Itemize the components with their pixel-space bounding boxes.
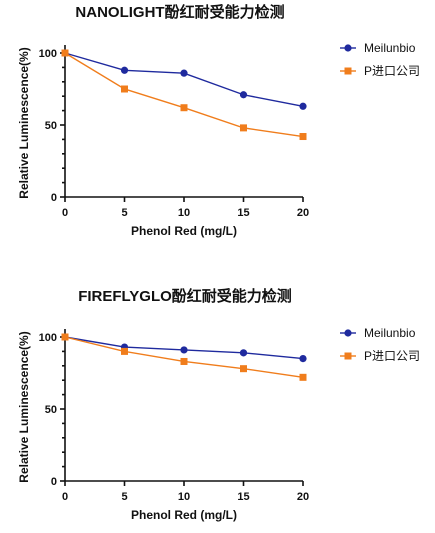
data-point [299,133,307,141]
legend-marker [344,44,352,52]
x-tick-label: 5 [121,491,127,503]
data-point [180,357,188,365]
series-line-1 [64,52,304,107]
chart-title: FIREFLYGLO酚红耐受能力检测 [78,287,292,305]
data-point [299,373,307,381]
data-point [180,346,188,354]
y-tick-label: 100 [39,332,57,344]
data-point [61,333,69,341]
y-axis-label: Relative Luminescence(%) [17,331,31,482]
x-tick-label: 20 [297,207,309,219]
x-tick-label: 15 [237,491,249,503]
chart-title: NANOLIGHT酚红耐受能力检测 [75,3,284,21]
data-point [180,69,188,77]
data-point [299,355,307,363]
series-line-2 [64,52,304,138]
data-point [121,85,128,93]
legend-marker [344,352,352,360]
data-point [120,66,129,74]
data-point [180,104,188,112]
legend-label: P进口公司 [364,349,420,363]
data-point [121,347,128,355]
data-point [61,49,69,57]
y-tick-label: 0 [51,192,57,204]
y-axis-label: Relative Luminescence(%) [17,47,31,198]
legend-marker [344,67,352,75]
x-tick-label: 15 [237,207,249,219]
legend-label: Meilunbio [364,41,416,55]
y-tick-label: 50 [45,120,57,132]
chart-1: NANOLIGHT酚红耐受能力检测 0 50 100 0 5 10 15 20 Phenol Re… [17,3,420,238]
legend-label: Meilunbio [364,326,416,340]
data-point [299,102,307,110]
x-axis-label: Phenol Red (mg/L) [131,224,237,238]
data-point [240,124,247,132]
x-tick-label: 0 [62,207,68,219]
x-tick-label: 10 [178,491,190,503]
y-tick-label: 0 [51,476,57,488]
y-tick-label: 50 [45,404,57,416]
y-tick-label: 100 [39,48,57,60]
legend-label: P进口公司 [364,64,420,78]
x-tick-label: 20 [297,491,309,503]
x-tick-label: 10 [178,207,190,219]
data-point [239,349,248,357]
x-tick-label: 5 [121,207,127,219]
data-point [240,365,247,373]
x-tick-label: 0 [62,491,68,503]
x-axis-label: Phenol Red (mg/L) [131,508,237,522]
data-point [239,91,248,99]
legend-marker [344,329,352,337]
chart-2: FIREFLYGLO酚红耐受能力检测 0 50 100 0 5 10 15 20 Phenol R… [17,287,420,522]
